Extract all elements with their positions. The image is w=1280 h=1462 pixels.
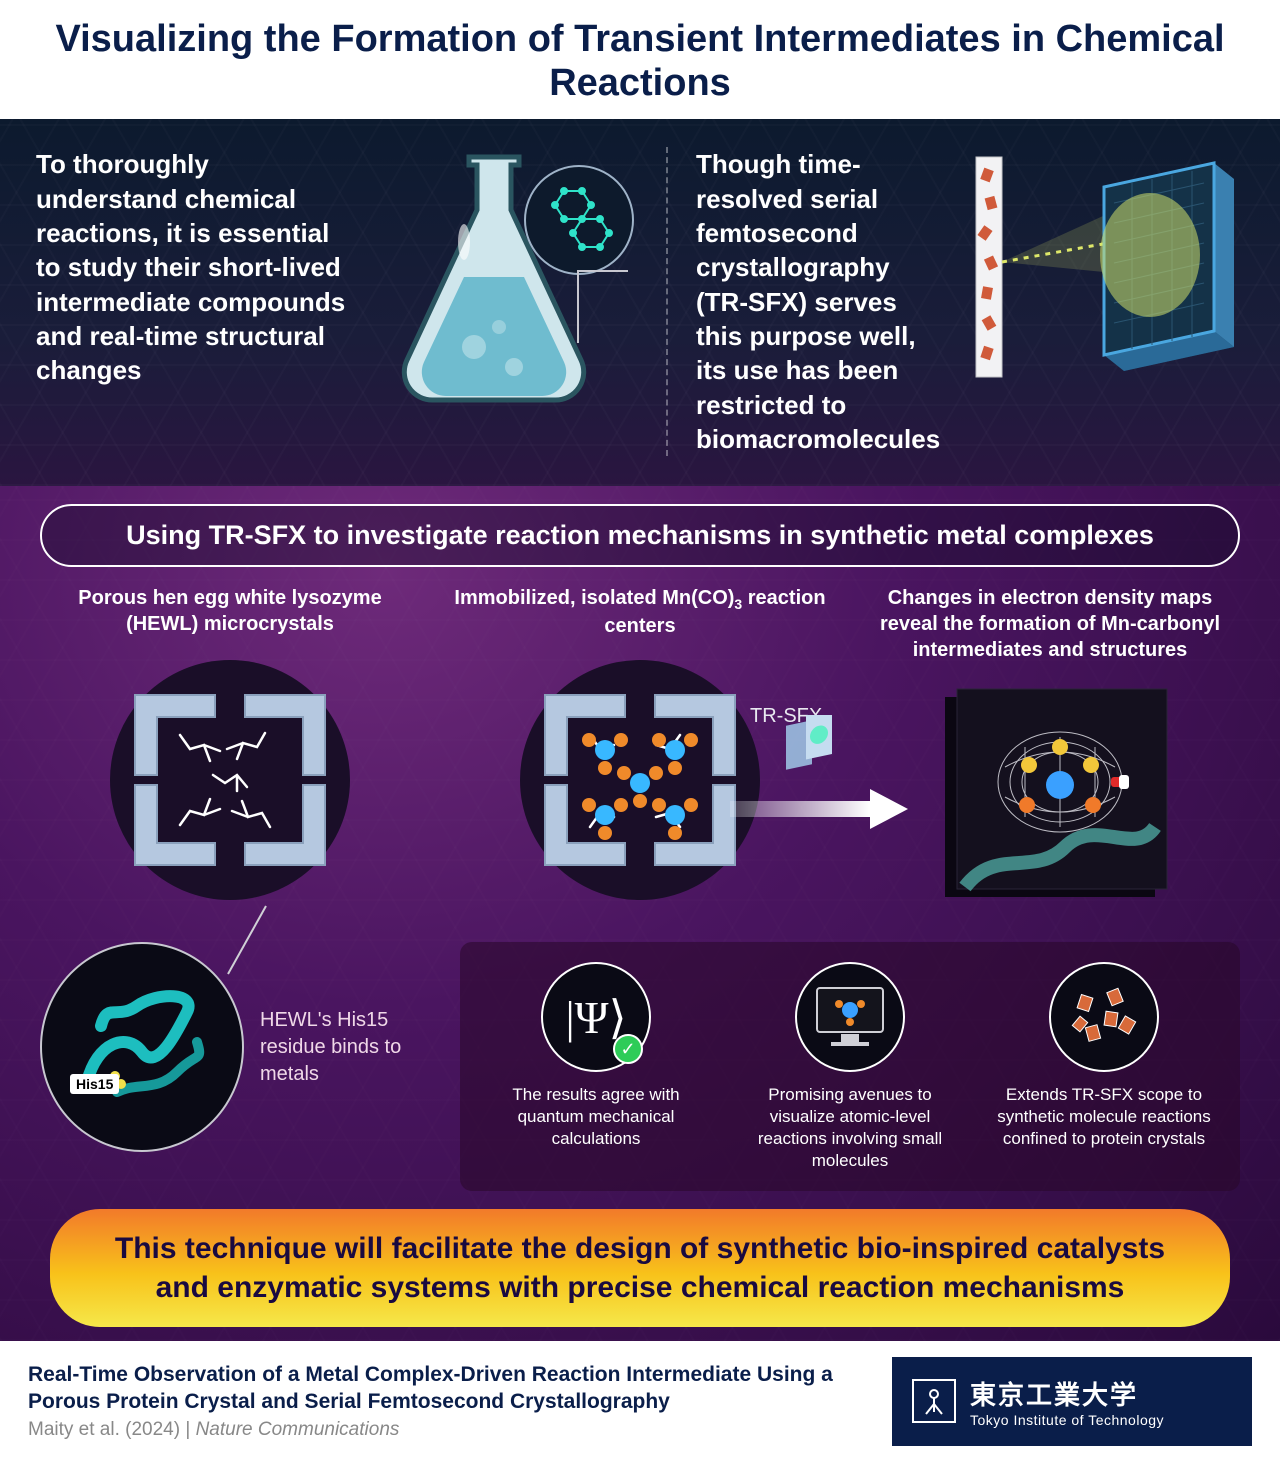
mn-crystal-icon bbox=[505, 655, 775, 905]
authors: Maity et al. (2024) bbox=[28, 1419, 180, 1440]
detector-icon bbox=[964, 147, 1244, 387]
results-panel: |Ψ⟩ ✓ The results agree with quantum mec… bbox=[460, 942, 1240, 1190]
molecule-icon bbox=[536, 177, 622, 263]
callout-line-icon bbox=[220, 902, 280, 982]
result-text: The results agree with quantum mechanica… bbox=[484, 1084, 708, 1150]
protein-ribbon-icon bbox=[57, 962, 227, 1132]
logo-mark-icon bbox=[912, 1379, 956, 1423]
lower-row: His15 HEWL's His15 residue binds to meta… bbox=[40, 942, 1240, 1190]
his15-text: HEWL's His15 residue binds to metals bbox=[260, 1007, 440, 1088]
molecule-badge bbox=[524, 165, 634, 275]
col-title: Changes in electron density maps reveal … bbox=[860, 585, 1240, 663]
page-title: Visualizing the Formation of Transient I… bbox=[40, 18, 1240, 105]
footer: Real-Time Observation of a Metal Complex… bbox=[0, 1341, 1280, 1462]
method-section: Using TR-SFX to investigate reaction mec… bbox=[0, 486, 1280, 1340]
method-columns: Porous hen egg white lysozyme (HEWL) mic… bbox=[40, 585, 1240, 932]
citation: Real-Time Observation of a Metal Complex… bbox=[28, 1361, 872, 1442]
col-hewl: Porous hen egg white lysozyme (HEWL) mic… bbox=[40, 585, 420, 932]
detector-illustration bbox=[964, 147, 1244, 387]
flask-illustration bbox=[364, 147, 624, 417]
result-text: Promising avenues to visualize atomic-le… bbox=[738, 1084, 962, 1172]
result-text: Extends TR-SFX scope to synthetic molecu… bbox=[992, 1084, 1216, 1150]
trsfx-panels-icon bbox=[780, 715, 850, 779]
psi-icon: |Ψ⟩ ✓ bbox=[541, 962, 651, 1072]
conclusion-text: This technique will facilitate the desig… bbox=[90, 1229, 1190, 1307]
col-title: Immobilized, isolated Mn(CO)3 reaction c… bbox=[450, 585, 830, 641]
journal: Nature Communications bbox=[196, 1419, 400, 1440]
intro-right-text: Though time-resolved serial femtosecond … bbox=[696, 147, 946, 456]
result-scope: Extends TR-SFX scope to synthetic molecu… bbox=[992, 962, 1216, 1172]
arrow-icon bbox=[730, 785, 910, 833]
intro-left-text: To thoroughly understand chemical reacti… bbox=[36, 147, 346, 387]
check-icon: ✓ bbox=[613, 1034, 643, 1064]
col-title: Porous hen egg white lysozyme (HEWL) mic… bbox=[40, 585, 420, 641]
intro-section: To thoroughly understand chemical reacti… bbox=[0, 119, 1280, 486]
intro-right: Though time-resolved serial femtosecond … bbox=[666, 147, 1244, 456]
result-visualize: Promising avenues to visualize atomic-le… bbox=[738, 962, 962, 1172]
conclusion-pill: This technique will facilitate the desig… bbox=[50, 1209, 1230, 1327]
paper-title: Real-Time Observation of a Metal Complex… bbox=[28, 1361, 872, 1416]
col-mn: Immobilized, isolated Mn(CO)3 reaction c… bbox=[450, 585, 830, 932]
title-band: Visualizing the Formation of Transient I… bbox=[0, 0, 1280, 119]
result-quantum: |Ψ⟩ ✓ The results agree with quantum mec… bbox=[484, 962, 708, 1172]
intro-left: To thoroughly understand chemical reacti… bbox=[36, 147, 636, 456]
paper-cite: Maity et al. (2024) | Nature Communicati… bbox=[28, 1419, 872, 1441]
his15-badge: His15 bbox=[70, 1074, 119, 1094]
callout-line-icon bbox=[568, 267, 638, 347]
logo-jp: 東京工業大学 bbox=[970, 1375, 1164, 1412]
his15-circle: His15 bbox=[40, 942, 244, 1152]
col-density: Changes in electron density maps reveal … bbox=[860, 585, 1240, 932]
logo-text: 東京工業大学 Tokyo Institute of Technology bbox=[970, 1375, 1164, 1428]
method-banner: Using TR-SFX to investigate reaction mec… bbox=[40, 504, 1240, 567]
monitor-icon bbox=[795, 962, 905, 1072]
crystals-icon bbox=[1049, 962, 1159, 1072]
tokyo-tech-logo: 東京工業大学 Tokyo Institute of Technology bbox=[892, 1357, 1252, 1446]
logo-en: Tokyo Institute of Technology bbox=[970, 1412, 1164, 1428]
hewl-crystal-icon bbox=[95, 655, 365, 905]
infographic: Visualizing the Formation of Transient I… bbox=[0, 0, 1280, 1280]
his15-callout: His15 HEWL's His15 residue binds to meta… bbox=[40, 942, 440, 1152]
density-map-icon bbox=[915, 677, 1185, 927]
